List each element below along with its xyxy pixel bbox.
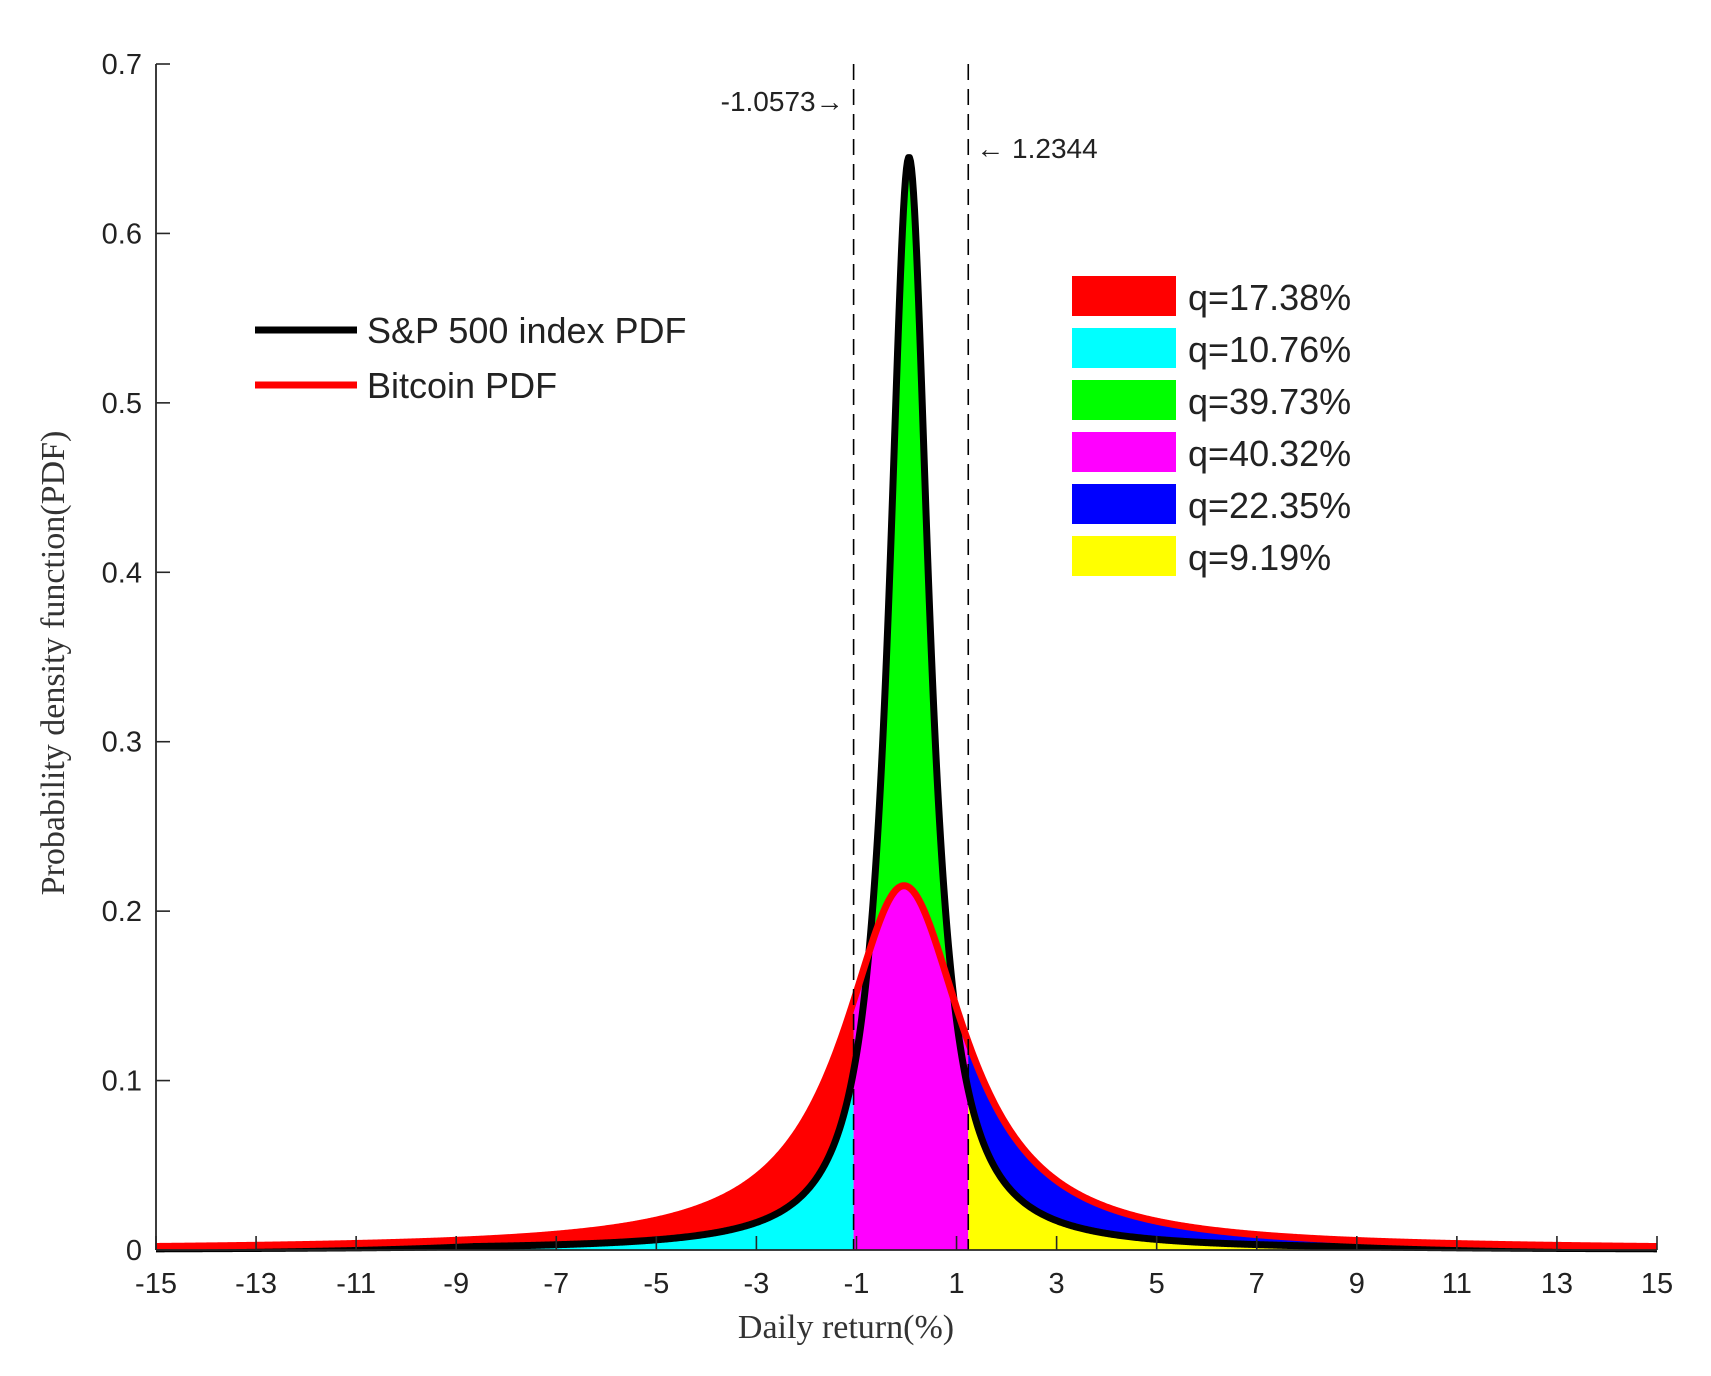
threshold-label-2: ← 1.2344 (976, 133, 1097, 164)
x-tick-label: 9 (1349, 1268, 1365, 1300)
x-tick-label: 13 (1541, 1268, 1573, 1300)
x-tick-label: 5 (1149, 1268, 1165, 1300)
x-tick-label: 11 (1442, 1268, 1472, 1300)
x-tick-label: -7 (543, 1268, 569, 1300)
x-tick-label: 15 (1641, 1268, 1673, 1300)
legend-swatch-4 (1072, 432, 1176, 472)
y-tick-label: 0.7 (102, 49, 142, 81)
x-tick-label: -9 (443, 1268, 469, 1300)
legend-swatch-2 (1072, 328, 1176, 368)
y-tick-label: 0.3 (102, 727, 142, 759)
legend-label-2: Bitcoin PDF (367, 365, 557, 406)
chart-figure: -1.0573→ ← 1.2344 -15 -13 -11 -9 -7 -5 -3 -1 1 3 5 7… (0, 0, 1711, 1371)
legend-region-label-4: q=40.32% (1188, 433, 1351, 474)
y-tick-label: 0.2 (102, 896, 142, 928)
x-tick-label: -3 (744, 1268, 770, 1300)
pdf-chart: -1.0573→← 1.2344 -15 -13 -11 -9 -7 -5 -3 -1 1 3 5 7… (0, 0, 1711, 1371)
x-tick-label: 1 (948, 1268, 964, 1300)
x-tick-label: -1 (844, 1268, 870, 1300)
x-tick-label: -13 (235, 1268, 277, 1300)
y-tick-label: 0.6 (102, 218, 142, 250)
y-axis-title: Probability density function(PDF) (35, 431, 72, 896)
legend-swatch-3 (1072, 380, 1176, 420)
legend-region-label-1: q=17.38% (1188, 277, 1351, 318)
legend-swatch-5 (1072, 484, 1176, 524)
legend-label-1: S&P 500 index PDF (367, 310, 687, 351)
legend-swatch-6 (1072, 536, 1176, 576)
threshold-label-1: -1.0573→ (721, 86, 844, 117)
x-axis-title: Daily return(%) (738, 1309, 954, 1346)
region-legend: q=17.38% q=10.76% q=39.73% q=40.32% q=22.35%… (1072, 276, 1351, 578)
legend-region-label-2: q=10.76% (1188, 329, 1351, 370)
x-tick-label: -11 (336, 1268, 376, 1300)
y-tick-label: 0.5 (102, 388, 142, 420)
legend-region-label-5: q=22.35% (1188, 485, 1351, 526)
x-tick-label: 3 (1049, 1268, 1065, 1300)
x-tick-label: -15 (135, 1268, 177, 1300)
region-fill-1 (156, 1001, 854, 1249)
legend-region-label-6: q=9.19% (1188, 537, 1331, 578)
legend-region-label-3: q=39.73% (1188, 381, 1351, 422)
y-tick-label: 0.1 (102, 1066, 142, 1098)
legend-swatch-1 (1072, 276, 1176, 316)
y-tick-label: 0 (126, 1235, 142, 1267)
line-legend: S&P 500 index PDF Bitcoin PDF (255, 310, 687, 406)
x-tick-label: -5 (643, 1268, 669, 1300)
x-tick-label: 7 (1249, 1268, 1265, 1300)
y-tick-label: 0.4 (102, 557, 142, 589)
region-fill-5 (968, 1042, 1657, 1249)
